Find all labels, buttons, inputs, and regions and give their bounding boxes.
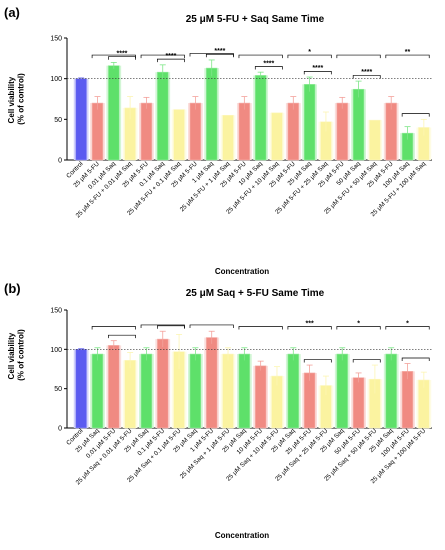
bar — [352, 88, 365, 161]
significance-bracket — [157, 58, 185, 63]
y-tick-label: 100 — [50, 76, 62, 83]
significance-label: **** — [117, 51, 128, 58]
bar — [303, 84, 316, 161]
significance-bracket — [385, 326, 430, 330]
significance-label: ** — [405, 49, 411, 56]
bar — [222, 114, 234, 161]
y-tick-label: 100 — [50, 347, 62, 354]
significance-label: * — [308, 49, 311, 56]
significance-bracket — [238, 54, 283, 59]
significance-bracket — [189, 53, 234, 57]
y-tick-label: 0 — [58, 426, 62, 433]
bar — [369, 119, 381, 161]
significance-bracket — [336, 54, 381, 59]
bar — [206, 337, 218, 429]
significance-label: * — [357, 320, 360, 327]
panel-b: (b) 25 μM Saq + 5-FU Same Time Cell viab… — [4, 281, 432, 540]
panel-b-y-axis-label: Cell viability (% of control) — [7, 329, 26, 381]
bar — [140, 102, 153, 161]
significance-bracket — [157, 325, 185, 329]
significance-bracket — [140, 54, 185, 59]
significance-bracket — [401, 113, 430, 117]
panel-b-x-axis-label: Concentration — [215, 531, 269, 540]
significance-bracket — [303, 359, 332, 363]
bar — [287, 102, 299, 161]
significance-bracket — [303, 70, 332, 75]
significance-bracket — [254, 66, 283, 70]
bar — [238, 353, 251, 429]
bar — [385, 353, 397, 429]
bar — [254, 365, 267, 429]
significance-bracket — [352, 359, 381, 363]
significance-label: **** — [361, 69, 372, 76]
significance-bracket — [108, 56, 136, 60]
y-tick-label: 0 — [58, 158, 62, 165]
bar — [238, 102, 251, 161]
significance-label: **** — [165, 53, 176, 60]
significance-bracket — [287, 326, 332, 330]
significance-bracket — [205, 53, 234, 58]
bar — [91, 353, 104, 429]
bar — [91, 102, 104, 161]
y-tick-label: 150 — [50, 308, 62, 315]
bar — [75, 78, 87, 161]
significance-bracket — [238, 326, 283, 330]
bar — [287, 353, 299, 429]
bar — [173, 109, 185, 161]
bar — [401, 371, 414, 429]
bar — [124, 360, 136, 429]
bar — [157, 338, 169, 429]
bar — [303, 372, 316, 429]
bar — [157, 71, 169, 161]
significance-bracket — [336, 326, 381, 330]
panel-a-y-axis-label: Cell viability (% of control) — [7, 73, 26, 125]
significance-bracket — [91, 326, 136, 330]
significance-bracket — [189, 324, 234, 328]
panel-a-label: (a) — [4, 5, 20, 20]
significance-label: *** — [306, 320, 314, 327]
bar — [108, 345, 120, 429]
panel-a-title: 25 μM 5-FU + Saq Same Time — [186, 14, 325, 25]
y-tick-label: 50 — [54, 386, 62, 393]
y-tick-label: 50 — [54, 117, 62, 124]
bar — [352, 377, 365, 429]
bar — [189, 353, 202, 429]
significance-label: **** — [214, 48, 225, 55]
panel-a-x-axis-label: Concentration — [215, 267, 269, 276]
panel-b-title: 25 μM Saq + 5-FU Same Time — [186, 288, 325, 299]
bar — [189, 102, 202, 161]
bar — [75, 349, 87, 429]
panel-a: (a) 25 μM 5-FU + Saq Same Time Cell viab… — [4, 5, 432, 276]
panel-b-label: (b) — [4, 281, 21, 296]
significance-bracket — [108, 334, 136, 339]
significance-bracket — [352, 75, 381, 79]
significance-label: **** — [312, 65, 323, 72]
significance-bracket — [385, 54, 430, 59]
bar — [140, 353, 153, 429]
significance-label: * — [406, 320, 409, 327]
significance-bracket — [287, 54, 332, 59]
bar — [222, 353, 234, 429]
bar — [206, 67, 218, 161]
bar — [336, 102, 348, 161]
bar — [254, 75, 267, 161]
significance-label: **** — [263, 60, 274, 67]
significance-bracket — [401, 357, 430, 361]
y-tick-label: 150 — [50, 36, 62, 43]
bar — [385, 102, 397, 161]
bar — [271, 112, 283, 161]
bar — [108, 65, 120, 161]
bar — [336, 353, 348, 429]
